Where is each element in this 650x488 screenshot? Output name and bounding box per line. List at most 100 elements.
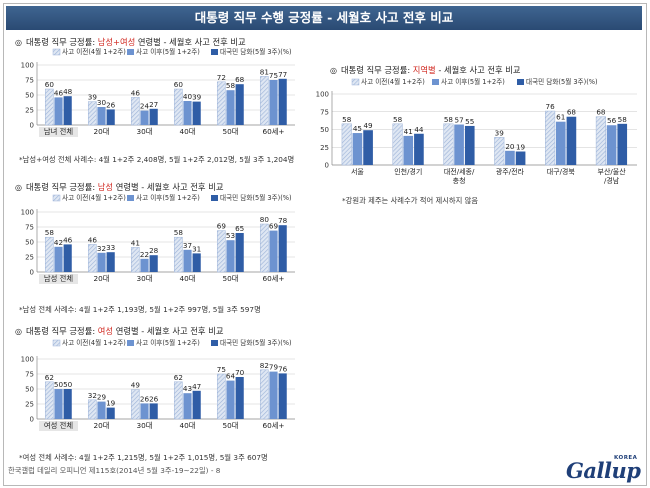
data-label: 79 bbox=[269, 363, 279, 372]
bar bbox=[97, 252, 106, 272]
data-label: 39 bbox=[192, 93, 202, 102]
x-tick-label: 광주/전라 bbox=[496, 167, 525, 176]
x-tick-label: 남성 전체 bbox=[44, 274, 73, 283]
data-label: 47 bbox=[192, 382, 201, 391]
bar bbox=[403, 135, 414, 165]
data-label: 49 bbox=[363, 121, 373, 130]
legend-label: 대국민 담화(5월 3주)(%) bbox=[526, 77, 598, 86]
y-tick-label: 50 bbox=[25, 386, 34, 394]
bar bbox=[63, 244, 72, 272]
bar bbox=[216, 81, 226, 126]
bar bbox=[216, 230, 226, 273]
bar bbox=[443, 123, 454, 166]
bar bbox=[97, 107, 106, 125]
legend-swatch-after bbox=[127, 195, 134, 201]
data-label: 78 bbox=[278, 216, 288, 225]
data-label: 19 bbox=[516, 143, 526, 152]
data-label: 19 bbox=[106, 399, 116, 408]
bar bbox=[63, 96, 72, 125]
legend-swatch-speech bbox=[211, 195, 218, 201]
data-label: 58 bbox=[226, 81, 236, 90]
bullet-icon: ◎ bbox=[15, 183, 22, 192]
bar bbox=[269, 230, 278, 272]
chart-title-prefix: 대통령 직무 긍정률: bbox=[340, 65, 411, 75]
data-label: 41 bbox=[404, 127, 413, 136]
data-label: 60 bbox=[45, 80, 55, 89]
bar bbox=[149, 255, 158, 272]
sample-note-female: *여성 전체 사례수: 4월 1+2주 1,215명, 5월 1+2주 1,01… bbox=[19, 453, 268, 462]
chart-title-highlight: 남성 bbox=[97, 182, 114, 192]
legend-swatch-after bbox=[432, 79, 439, 85]
bar bbox=[192, 390, 201, 419]
bar bbox=[173, 381, 183, 420]
data-label: 40 bbox=[183, 92, 193, 101]
data-label: 81 bbox=[260, 67, 269, 76]
sample-note-all: *남성+여성 전체 사례수: 4월 1+2주 2,408명, 5월 1+2주 2… bbox=[19, 155, 295, 164]
legend-label: 사고 이전(4월 1+2주) bbox=[62, 47, 126, 56]
page-frame bbox=[3, 3, 647, 486]
x-tick-label: 30대 bbox=[137, 421, 153, 430]
data-label: 61 bbox=[556, 113, 565, 122]
bar bbox=[97, 401, 106, 419]
bar bbox=[106, 407, 115, 419]
bar bbox=[173, 236, 183, 273]
legend-label: 사고 이후(5월 1+2주) bbox=[136, 47, 200, 56]
data-label: 33 bbox=[106, 243, 115, 252]
data-label: 37 bbox=[183, 241, 192, 250]
data-label: 26 bbox=[106, 100, 116, 109]
data-label: 76 bbox=[546, 102, 556, 111]
bar bbox=[130, 247, 140, 273]
bar bbox=[505, 150, 515, 165]
bar bbox=[87, 399, 97, 420]
bar bbox=[106, 109, 115, 125]
data-label: 39 bbox=[495, 128, 505, 137]
data-label: 46 bbox=[88, 235, 98, 244]
bar bbox=[235, 84, 244, 125]
data-label: 53 bbox=[226, 231, 235, 240]
bar bbox=[183, 393, 192, 419]
y-tick-label: 75 bbox=[25, 77, 34, 85]
data-label: 26 bbox=[149, 394, 159, 403]
legend-label: 대국민 담화(5월 3주)(%) bbox=[220, 338, 292, 347]
bar bbox=[352, 133, 363, 165]
bar bbox=[63, 389, 72, 419]
x-tick-label: 20대 bbox=[94, 421, 110, 430]
legend-label: 사고 이후(5월 1+2주) bbox=[441, 77, 505, 86]
legend-swatch-before bbox=[52, 48, 61, 56]
data-label: 62 bbox=[174, 373, 183, 382]
data-label: 48 bbox=[63, 87, 73, 96]
data-label: 46 bbox=[131, 88, 141, 97]
data-label: 24 bbox=[140, 102, 150, 111]
y-tick-label: 25 bbox=[320, 144, 329, 152]
chart-title-prefix: 대통령 직무 긍정률: bbox=[25, 182, 96, 192]
y-tick-label: 75 bbox=[25, 371, 34, 379]
bar bbox=[545, 110, 556, 166]
data-label: 77 bbox=[278, 70, 287, 79]
y-tick-label: 0 bbox=[30, 269, 34, 277]
bullet-icon: ◎ bbox=[15, 327, 22, 336]
x-tick-label: 여성 전체 bbox=[44, 421, 73, 430]
y-tick-label: 25 bbox=[25, 107, 34, 115]
bar bbox=[87, 244, 97, 273]
legend-swatch-speech bbox=[211, 49, 218, 55]
chart-title-female: ◎ 대통령 직무 긍정률: 여성 연령별 - 세월호 사고 전후 비교 bbox=[15, 325, 223, 337]
bullet-icon: ◎ bbox=[15, 38, 22, 47]
bar bbox=[149, 108, 158, 125]
bar bbox=[392, 123, 403, 166]
data-label: 57 bbox=[455, 116, 464, 125]
bar-chart-female: 0 25 50 75 100 사고 이전(4월 1+2주) 사고 이후(5월 1+2주) 대국… bbox=[21, 338, 295, 431]
data-label: 45 bbox=[353, 124, 362, 133]
bar bbox=[226, 240, 235, 272]
x-tick-label: 40대 bbox=[180, 274, 196, 283]
legend-label: 사고 이후(5월 1+2주) bbox=[136, 193, 200, 202]
page-title: 대통령 직무 수행 긍정률 - 세월호 사고 전후 비교 bbox=[6, 6, 642, 30]
data-label: 58 bbox=[393, 115, 403, 124]
bar bbox=[235, 233, 244, 272]
y-tick-label: 75 bbox=[320, 108, 329, 116]
bar bbox=[183, 249, 192, 272]
data-label: 22 bbox=[140, 250, 149, 259]
x-tick-label: 대구/경북 bbox=[547, 167, 576, 176]
data-label: 20 bbox=[505, 142, 515, 151]
x-tick-label: 60세+ bbox=[262, 274, 284, 283]
bar bbox=[130, 389, 140, 420]
